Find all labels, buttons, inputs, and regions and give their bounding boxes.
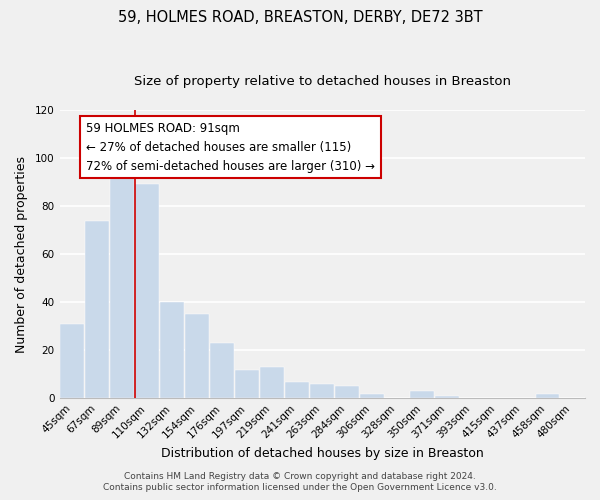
- Bar: [536, 394, 559, 398]
- Title: Size of property relative to detached houses in Breaston: Size of property relative to detached ho…: [134, 75, 511, 88]
- Bar: [260, 367, 284, 398]
- Bar: [160, 302, 184, 398]
- Bar: [335, 386, 359, 398]
- Bar: [235, 370, 259, 398]
- Bar: [135, 184, 159, 398]
- Text: 59, HOLMES ROAD, BREASTON, DERBY, DE72 3BT: 59, HOLMES ROAD, BREASTON, DERBY, DE72 3…: [118, 10, 482, 25]
- Y-axis label: Number of detached properties: Number of detached properties: [15, 156, 28, 352]
- Text: Contains HM Land Registry data © Crown copyright and database right 2024.
Contai: Contains HM Land Registry data © Crown c…: [103, 472, 497, 492]
- Bar: [286, 382, 309, 398]
- Bar: [310, 384, 334, 398]
- Bar: [361, 394, 384, 398]
- Bar: [85, 220, 109, 398]
- Bar: [436, 396, 459, 398]
- Bar: [185, 314, 209, 398]
- Bar: [410, 391, 434, 398]
- Text: 59 HOLMES ROAD: 91sqm
← 27% of detached houses are smaller (115)
72% of semi-det: 59 HOLMES ROAD: 91sqm ← 27% of detached …: [86, 122, 375, 172]
- Bar: [110, 172, 134, 398]
- Bar: [60, 324, 84, 398]
- X-axis label: Distribution of detached houses by size in Breaston: Distribution of detached houses by size …: [161, 447, 484, 460]
- Bar: [211, 343, 234, 398]
